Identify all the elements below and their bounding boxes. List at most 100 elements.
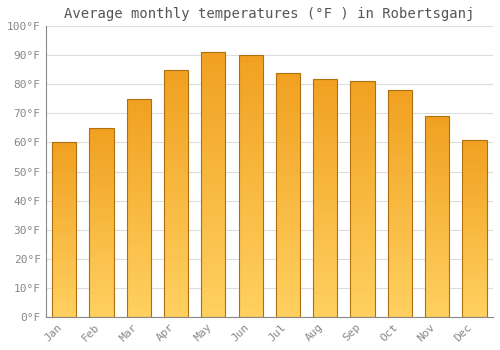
Bar bbox=[313, 189, 338, 190]
Bar bbox=[276, 254, 300, 256]
Bar bbox=[350, 90, 374, 91]
Bar bbox=[164, 103, 188, 104]
Bar bbox=[90, 165, 114, 166]
Bar bbox=[164, 111, 188, 112]
Bar bbox=[126, 230, 151, 231]
Bar bbox=[350, 206, 374, 208]
Bar bbox=[388, 165, 412, 166]
Bar bbox=[238, 113, 263, 114]
Bar bbox=[90, 241, 114, 242]
Bar bbox=[388, 134, 412, 135]
Bar bbox=[90, 210, 114, 211]
Bar bbox=[90, 267, 114, 268]
Bar bbox=[238, 194, 263, 195]
Bar bbox=[238, 172, 263, 173]
Bar bbox=[462, 191, 486, 192]
Bar bbox=[462, 182, 486, 183]
Bar bbox=[238, 146, 263, 147]
Bar bbox=[276, 145, 300, 146]
Bar bbox=[425, 274, 449, 275]
Bar bbox=[164, 286, 188, 287]
Bar bbox=[313, 275, 338, 276]
Bar bbox=[276, 172, 300, 173]
Bar bbox=[462, 244, 486, 245]
Bar bbox=[164, 249, 188, 250]
Bar bbox=[425, 295, 449, 296]
Bar bbox=[238, 265, 263, 266]
Bar bbox=[462, 229, 486, 230]
Bar bbox=[313, 132, 338, 133]
Bar bbox=[164, 190, 188, 191]
Bar bbox=[350, 108, 374, 110]
Bar bbox=[462, 159, 486, 160]
Bar bbox=[164, 125, 188, 127]
Bar bbox=[313, 95, 338, 97]
Bar bbox=[350, 104, 374, 105]
Bar bbox=[313, 264, 338, 266]
Bar bbox=[388, 150, 412, 152]
Bar bbox=[350, 97, 374, 98]
Bar bbox=[238, 232, 263, 233]
Bar bbox=[126, 119, 151, 120]
Bar bbox=[201, 129, 226, 131]
Bar bbox=[90, 145, 114, 146]
Bar bbox=[201, 113, 226, 114]
Bar bbox=[276, 235, 300, 236]
Bar bbox=[276, 307, 300, 308]
Bar bbox=[313, 234, 338, 236]
Bar bbox=[388, 250, 412, 251]
Bar bbox=[388, 232, 412, 233]
Bar bbox=[276, 248, 300, 250]
Bar bbox=[350, 217, 374, 218]
Bar bbox=[52, 191, 76, 192]
Bar bbox=[126, 220, 151, 221]
Bar bbox=[201, 301, 226, 302]
Bar bbox=[350, 193, 374, 195]
Bar bbox=[238, 219, 263, 220]
Bar bbox=[52, 220, 76, 221]
Bar bbox=[313, 133, 338, 134]
Bar bbox=[201, 142, 226, 144]
Bar bbox=[313, 210, 338, 211]
Bar bbox=[276, 216, 300, 217]
Bar bbox=[201, 313, 226, 314]
Bar bbox=[276, 140, 300, 141]
Bar bbox=[126, 305, 151, 306]
Bar bbox=[388, 199, 412, 200]
Bar bbox=[201, 92, 226, 93]
Bar bbox=[164, 225, 188, 227]
Bar bbox=[462, 189, 486, 190]
Bar bbox=[462, 221, 486, 222]
Bar bbox=[201, 196, 226, 198]
Bar bbox=[313, 213, 338, 214]
Bar bbox=[201, 315, 226, 317]
Bar bbox=[52, 199, 76, 200]
Bar bbox=[276, 314, 300, 316]
Bar bbox=[313, 295, 338, 296]
Bar bbox=[388, 224, 412, 225]
Bar bbox=[90, 244, 114, 245]
Bar bbox=[238, 288, 263, 289]
Bar bbox=[313, 280, 338, 281]
Bar bbox=[313, 202, 338, 204]
Bar bbox=[313, 238, 338, 239]
Bar bbox=[238, 164, 263, 165]
Bar bbox=[201, 184, 226, 186]
Bar bbox=[276, 209, 300, 211]
Bar bbox=[201, 166, 226, 167]
Bar bbox=[126, 283, 151, 284]
Bar bbox=[126, 239, 151, 240]
Bar bbox=[201, 137, 226, 138]
Bar bbox=[276, 118, 300, 119]
Bar bbox=[313, 92, 338, 93]
Bar bbox=[313, 91, 338, 92]
Bar bbox=[350, 232, 374, 233]
Bar bbox=[201, 308, 226, 309]
Bar bbox=[276, 301, 300, 302]
Bar bbox=[238, 241, 263, 242]
Bar bbox=[276, 266, 300, 267]
Bar bbox=[90, 172, 114, 173]
Bar bbox=[276, 80, 300, 81]
Bar bbox=[425, 139, 449, 140]
Bar bbox=[276, 128, 300, 129]
